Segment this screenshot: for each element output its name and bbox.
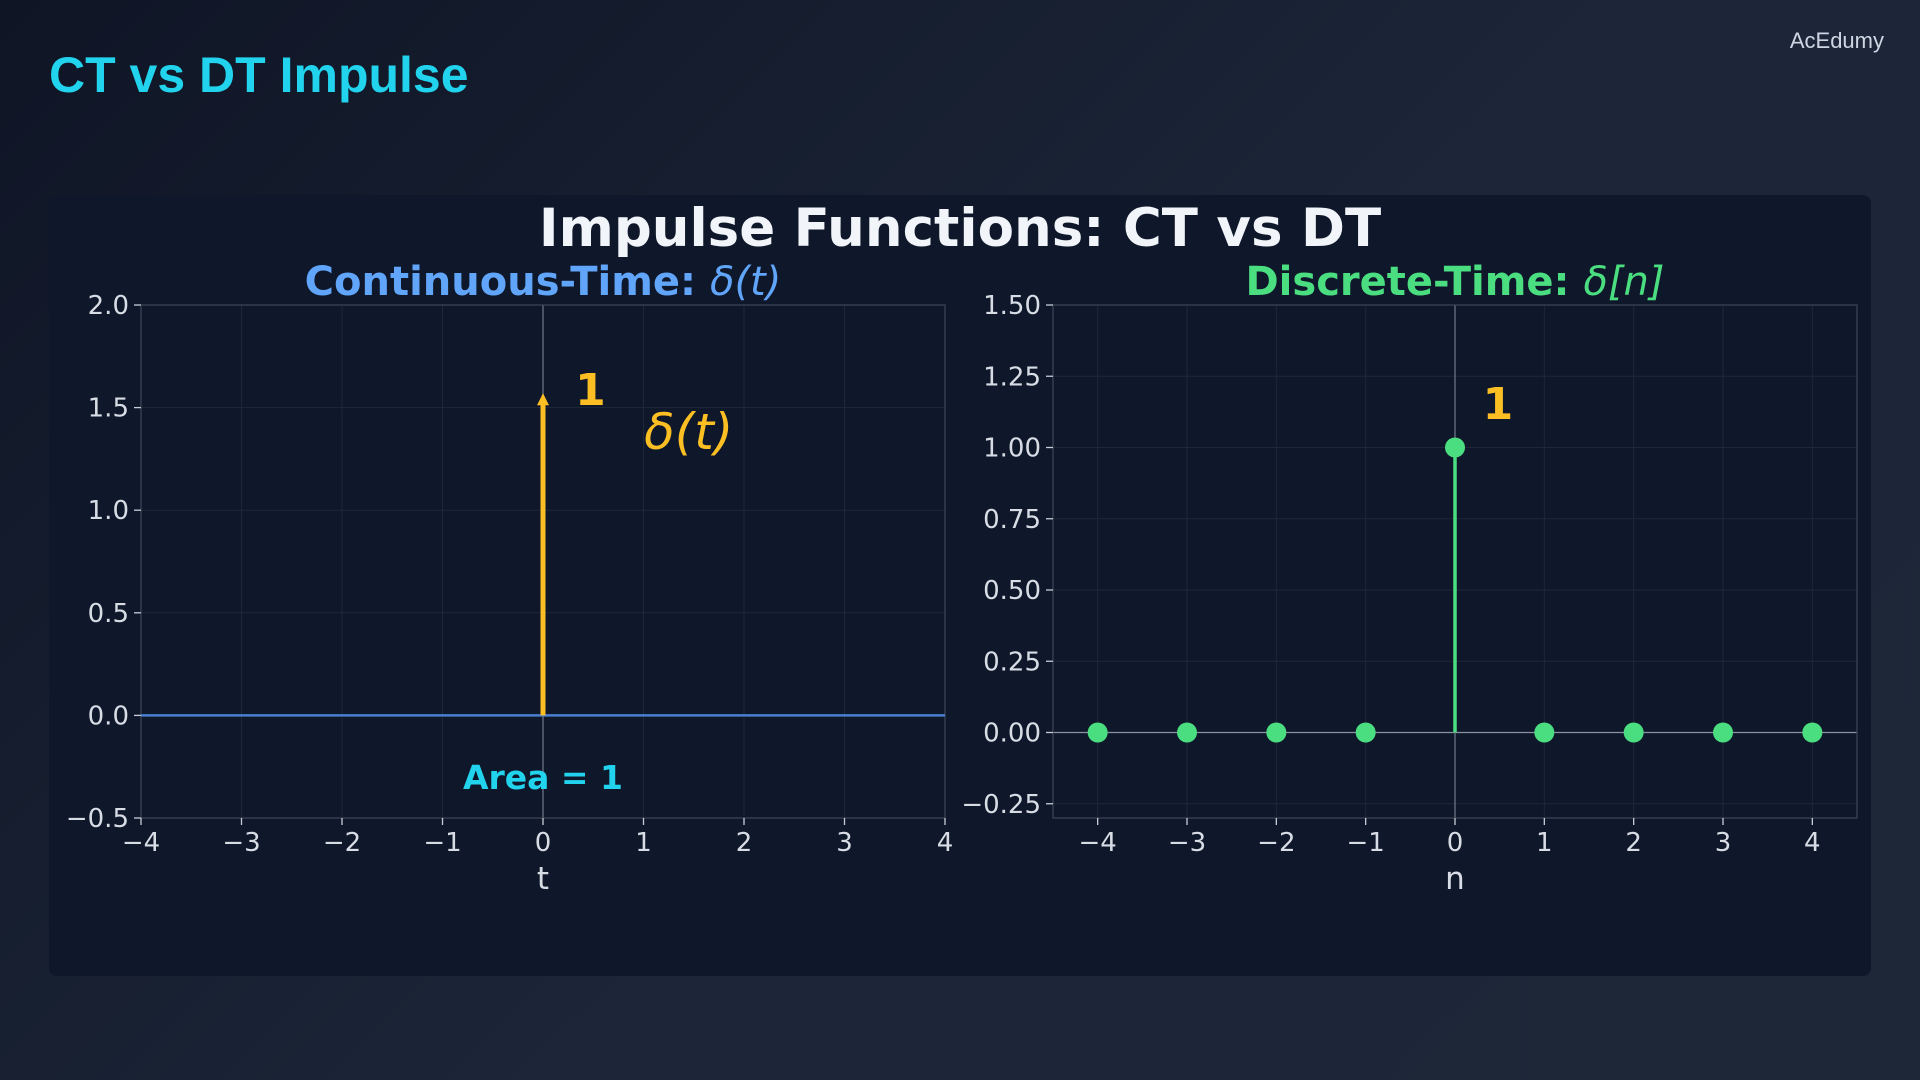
ct-plot-title: Continuous-Time: δ(t) <box>305 259 782 305</box>
y-tick-label: 1.00 <box>983 434 1041 464</box>
y-tick-label: 1.0 <box>88 496 129 526</box>
stem-marker <box>1355 722 1376 743</box>
brand-logo-text: AcEdumy <box>1789 28 1884 53</box>
y-tick-label: 0.50 <box>983 576 1041 606</box>
y-tick-label: 0.0 <box>88 701 129 731</box>
x-tick-label: −4 <box>1079 828 1117 858</box>
x-tick-label: −3 <box>1168 828 1206 858</box>
plot-title-math: δ[n] <box>1583 259 1664 305</box>
x-tick-label: −4 <box>122 828 160 858</box>
x-tick-label: −2 <box>323 828 361 858</box>
stem-marker <box>1802 722 1823 743</box>
stem-marker <box>1534 722 1555 743</box>
stem-marker <box>1445 437 1465 458</box>
y-tick-label: 0.75 <box>983 505 1041 535</box>
stem-marker <box>1623 722 1644 743</box>
y-tick-label: −0.25 <box>961 790 1041 820</box>
y-tick-label: 1.25 <box>983 362 1041 392</box>
figure-panel: Impulse Functions: CT vs DT −4 −3 −2 −1 0 1 2 3… <box>49 195 1871 976</box>
impulse-arrow-head <box>537 393 549 406</box>
stem-marker <box>1087 722 1108 743</box>
impulse-symbol-label: δ(t) <box>644 403 733 461</box>
dt-plot-title: Discrete-Time: δ[n] <box>1245 259 1664 305</box>
x-tick-label: −1 <box>423 828 461 858</box>
x-tick-label: 0 <box>1447 828 1464 858</box>
y-tick-label: 2.0 <box>88 291 129 321</box>
x-tick-label: 2 <box>736 828 753 858</box>
y-tick-label: 1.5 <box>88 394 129 424</box>
x-axis-label: n <box>1445 861 1465 897</box>
x-tick-label: 0 <box>535 828 552 858</box>
x-tick-label: 3 <box>1715 828 1732 858</box>
x-tick-label: 4 <box>937 828 954 858</box>
stem-marker <box>1713 722 1733 743</box>
dt-impulse-plot: −4 −3 −2 −1 0 1 2 3 4 −0.25 0.00 0.25 0.50 0.75 1.00 1.… <box>961 259 1858 897</box>
x-tick-label: 1 <box>635 828 652 858</box>
area-annotation: Area = 1 <box>463 758 623 797</box>
ct-impulse-plot: −4 −3 −2 −1 0 1 2 3 4 −0.5 0.0 0.5 1.0 1.5 2.0 t Continu… <box>66 259 953 897</box>
y-tick-label: 0.5 <box>88 599 129 629</box>
x-tick-label: −2 <box>1257 828 1295 858</box>
x-tick-label: 1 <box>1536 828 1553 858</box>
y-tick-label: 0.00 <box>983 719 1041 749</box>
y-tick-label: −0.5 <box>66 804 129 834</box>
stem-marker <box>1266 722 1287 743</box>
plot-title-text: Discrete-Time: <box>1245 259 1583 305</box>
impulse-weight-label: 1 <box>1483 379 1514 430</box>
plot-title-text: Continuous-Time: <box>305 259 710 305</box>
x-tick-label: −3 <box>222 828 260 858</box>
page-title: CT vs DT Impulse <box>49 47 469 103</box>
x-tick-label: 2 <box>1625 828 1642 858</box>
figure-title: Impulse Functions: CT vs DT <box>539 198 1381 259</box>
impulse-weight-label: 1 <box>575 365 606 416</box>
plot-title-math: δ(t) <box>710 259 781 305</box>
y-tick-label: 1.50 <box>983 291 1041 321</box>
figure-svg: Impulse Functions: CT vs DT −4 −3 −2 −1 0 1 2 3… <box>66 198 1858 897</box>
y-tick-label: 0.25 <box>983 647 1041 677</box>
stem-marker <box>1177 722 1197 743</box>
x-tick-label: 4 <box>1804 828 1821 858</box>
x-axis-label: t <box>537 861 549 897</box>
x-tick-label: −1 <box>1347 828 1385 858</box>
x-tick-label: 3 <box>836 828 853 858</box>
